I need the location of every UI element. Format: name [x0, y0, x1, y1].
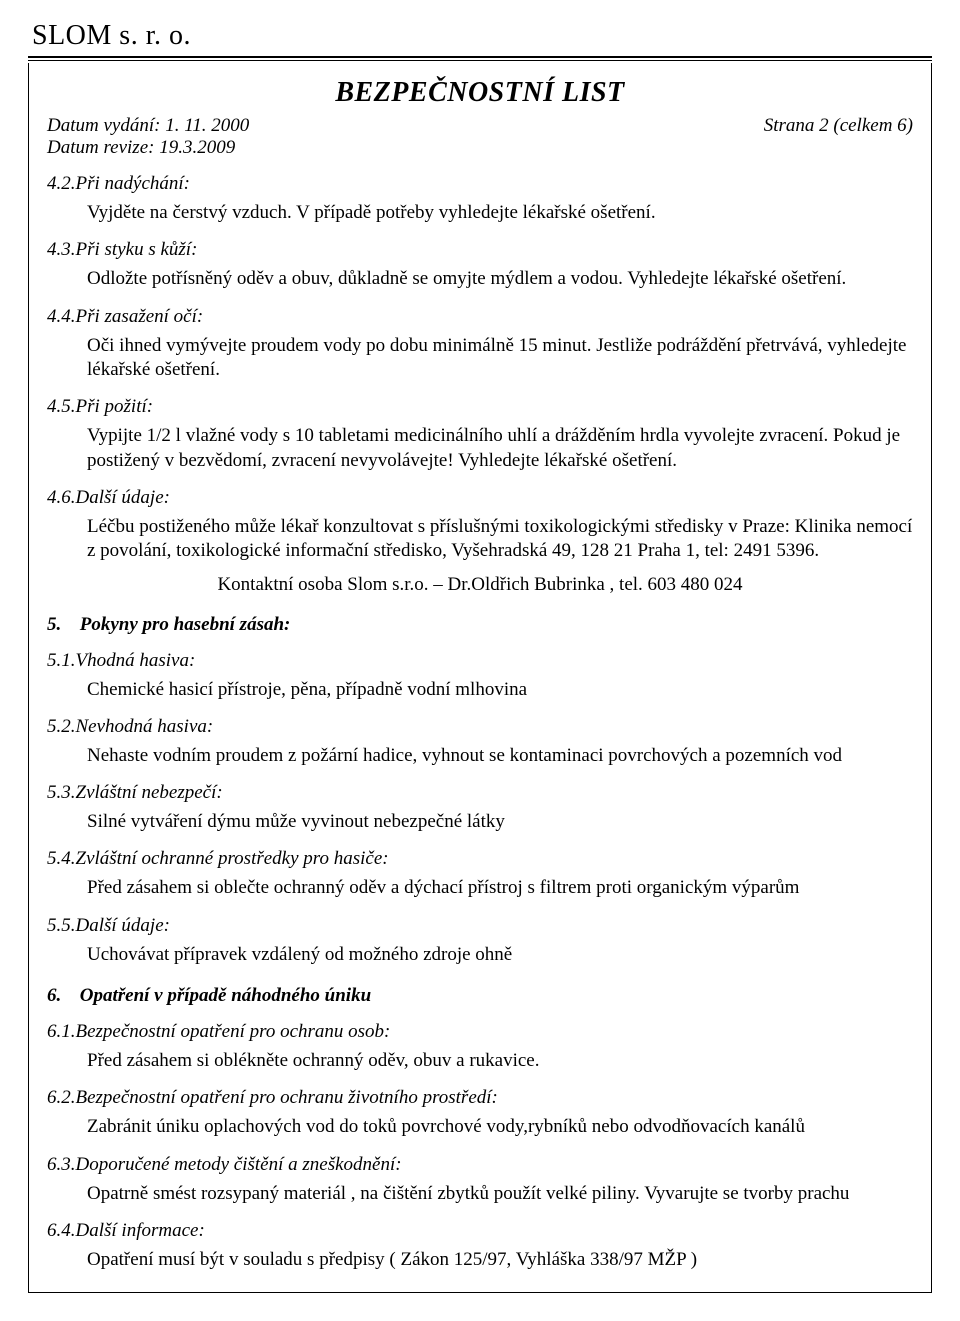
s52-text: Nehaste vodním proudem z požární hadice,… [87, 744, 913, 768]
s61-text: Před zásahem si oblékněte ochranný oděv,… [87, 1049, 913, 1073]
header-rule [28, 56, 932, 61]
s52-label: 5.2.Nevhodná hasiva: [47, 716, 913, 738]
s55-text: Uchovávat přípravek vzdálený od možného … [87, 943, 913, 967]
date-revision: Datum revize: 19.3.2009 [47, 137, 249, 159]
s53-label: 5.3.Zvláštní nebezpečí: [47, 782, 913, 804]
doc-title: BEZPEČNOSTNÍ LIST [47, 77, 913, 109]
s42-text: Vyjděte na čerstvý vzduch. V případě pot… [87, 201, 913, 225]
s44-text: Oči ihned vymývejte proudem vody po dobu… [87, 334, 913, 383]
meta-left: Datum vydání: 1. 11. 2000 Datum revize: … [47, 115, 249, 159]
s6-head: 6. Opatření v případě náhodného úniku [47, 985, 913, 1007]
s5-title: Pokyny pro hasební zásah: [80, 614, 291, 635]
s51-label: 5.1.Vhodná hasiva: [47, 650, 913, 672]
s54-text: Před zásahem si oblečte ochranný oděv a … [87, 876, 913, 900]
s54-label: 5.4.Zvláštní ochranné prostředky pro has… [47, 848, 913, 870]
s64-label: 6.4.Další informace: [47, 1220, 913, 1242]
date-issue: Datum vydání: 1. 11. 2000 [47, 115, 249, 137]
s45-text: Vypijte 1/2 l vlažné vody s 10 tabletami… [87, 424, 913, 473]
s61-label: 6.1.Bezpečnostní opatření pro ochranu os… [47, 1021, 913, 1043]
s46-contact: Kontaktní osoba Slom s.r.o. – Dr.Oldřich… [47, 574, 913, 596]
s6-title: Opatření v případě náhodného úniku [80, 985, 371, 1006]
s63-text: Opatrně smést rozsypaný materiál , na či… [87, 1182, 913, 1206]
meta-row: Datum vydání: 1. 11. 2000 Datum revize: … [47, 115, 913, 159]
s5-num: 5. [47, 614, 75, 636]
s55-label: 5.5.Další údaje: [47, 915, 913, 937]
s5-head: 5. Pokyny pro hasební zásah: [47, 614, 913, 636]
s62-label: 6.2.Bezpečnostní opatření pro ochranu ži… [47, 1087, 913, 1109]
s6-num: 6. [47, 985, 75, 1007]
doc-title-text: BEZPEČNOSTNÍ LIST [335, 77, 624, 108]
company-name: SLOM s. r. o. [32, 20, 932, 52]
s62-text: Zabránit úniku oplachových vod do toků p… [87, 1115, 913, 1139]
s44-label: 4.4.Při zasažení očí: [47, 306, 913, 328]
s42-label: 4.2.Při nadýchání: [47, 173, 913, 195]
page-info: Strana 2 (celkem 6) [764, 115, 913, 159]
s46-label: 4.6.Další údaje: [47, 487, 913, 509]
s64-text: Opatření musí být v souladu s předpisy (… [87, 1248, 913, 1272]
s43-label: 4.3.Při styku s kůží: [47, 239, 913, 261]
s45-label: 4.5.Při požití: [47, 396, 913, 418]
s63-label: 6.3.Doporučené metody čištění a zneškodn… [47, 1154, 913, 1176]
s46-text: Léčbu postiženého může lékař konzultovat… [87, 515, 913, 564]
s43-text: Odložte potřísněný oděv a obuv, důkladně… [87, 267, 913, 291]
s51-text: Chemické hasicí přístroje, pěna, případn… [87, 678, 913, 702]
content-frame: BEZPEČNOSTNÍ LIST Datum vydání: 1. 11. 2… [28, 63, 932, 1293]
page: SLOM s. r. o. BEZPEČNOSTNÍ LIST Datum vy… [0, 0, 960, 1321]
s53-text: Silné vytváření dýmu může vyvinout nebez… [87, 810, 913, 834]
